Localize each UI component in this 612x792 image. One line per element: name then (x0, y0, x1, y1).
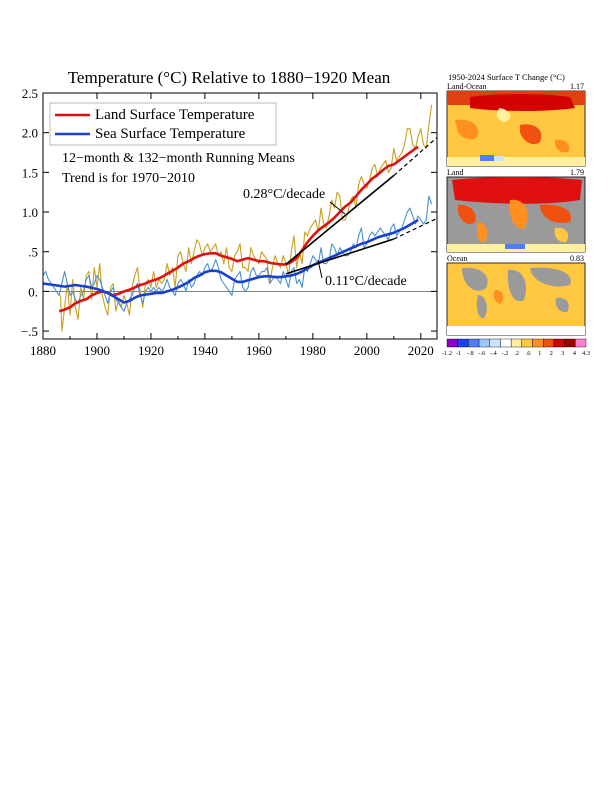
colorbar: -1.2 -1 -.8 -.6 -.4 -.2 .2 .6 1 2 3 4 4.3 (442, 338, 590, 357)
colorbar-label: -.2 (501, 350, 508, 357)
note-trend-period: Trend is for 1970−2010 (62, 171, 195, 186)
colorbar-swatch (510, 338, 523, 348)
land-trend-label: 0.28°C/decade (243, 187, 325, 202)
legend: Land Surface Temperature Sea Surface Tem… (49, 102, 277, 146)
sea-trend-label: 0.11°C/decade (325, 274, 407, 289)
colorbar-label: .2 (514, 350, 519, 357)
plot-frame (42, 92, 438, 340)
colorbar-swatch (478, 338, 490, 348)
colorbar-swatch (521, 338, 533, 348)
colorbar-swatch (543, 338, 555, 348)
colorbar-swatch (500, 338, 512, 348)
colorbar-label: 4 (573, 350, 577, 357)
chart-title: Temperature (°C) Relative to 1880−1920 M… (68, 68, 391, 87)
y-tick-label: −.5 (21, 324, 38, 339)
colorbar-label: .6 (526, 350, 532, 357)
maps-title: 1950-2024 Surface T Change (°C) (448, 72, 565, 82)
panel-value-land: 1.79 (570, 168, 584, 177)
colorbar-label: -.8 (467, 350, 474, 357)
colorbar-label: 3 (561, 350, 564, 357)
legend-box (49, 102, 277, 146)
panel-value-ocean: 0.83 (570, 254, 584, 263)
panel-label-ocean: Ocean (447, 254, 467, 263)
colorbar-swatch (575, 338, 587, 348)
x-tick-label: 1880 (30, 343, 56, 358)
series-line-sea-surface-temperature (42, 195, 433, 312)
series-line-land-surface-temperature (58, 145, 419, 313)
colorbar-swatch (468, 338, 480, 348)
x-tick-label: 1900 (84, 343, 110, 358)
y-tick-label: 0. (28, 284, 38, 299)
colorbar-swatch (532, 338, 544, 348)
y-tick-label: 1.5 (22, 165, 38, 180)
x-tick-label: 2000 (354, 343, 380, 358)
colorbar-swatch (446, 338, 458, 348)
panel-label-land-ocean: Land-Ocean (447, 82, 487, 91)
y-tick-label: 2.5 (22, 86, 38, 101)
panel-value-land-ocean: 1.17 (570, 82, 584, 91)
x-tick-label: 1940 (192, 343, 218, 358)
map-land (446, 176, 586, 253)
note-running-means: 12−month & 132−month Running Means (62, 151, 295, 166)
land-trend-arrow (329, 201, 346, 215)
panel-label-land: Land (447, 168, 463, 177)
x-tick-label: 2020 (408, 343, 434, 358)
map-ocean (446, 262, 586, 336)
y-tick-label: .5 (28, 245, 38, 260)
colorbar-swatch (457, 338, 469, 348)
colorbar-label: -.4 (490, 350, 498, 357)
x-tick-label: 1920 (138, 343, 164, 358)
trend-line-sea-trend (285, 238, 395, 275)
colorbar-swatch (553, 338, 565, 348)
legend-label-land: Land Surface Temperature (95, 107, 255, 123)
colorbar-label: 2 (550, 350, 553, 357)
map-land-ocean (446, 90, 586, 167)
y-tick-label: 2.0 (22, 126, 38, 141)
sea-trend-arrow (317, 259, 323, 279)
colorbar-swatch (489, 338, 501, 348)
colorbar-label: -1.2 (442, 350, 452, 357)
colorbar-swatch (564, 338, 576, 348)
trend-line-land-trend (285, 174, 395, 266)
colorbar-label: 1 (538, 350, 541, 357)
x-tick-label: 1960 (246, 343, 272, 358)
trend-extension (393, 136, 438, 176)
y-tick-label: 1.0 (22, 205, 38, 220)
colorbar-label: -.6 (478, 350, 486, 357)
colorbar-label: -1 (456, 350, 461, 357)
legend-label-sea: Sea Surface Temperature (95, 126, 246, 142)
colorbar-label: 4.3 (582, 350, 590, 357)
series-line-sea-surface-temperature (42, 218, 419, 304)
trend-extension (393, 217, 438, 240)
x-tick-label: 1980 (300, 343, 326, 358)
